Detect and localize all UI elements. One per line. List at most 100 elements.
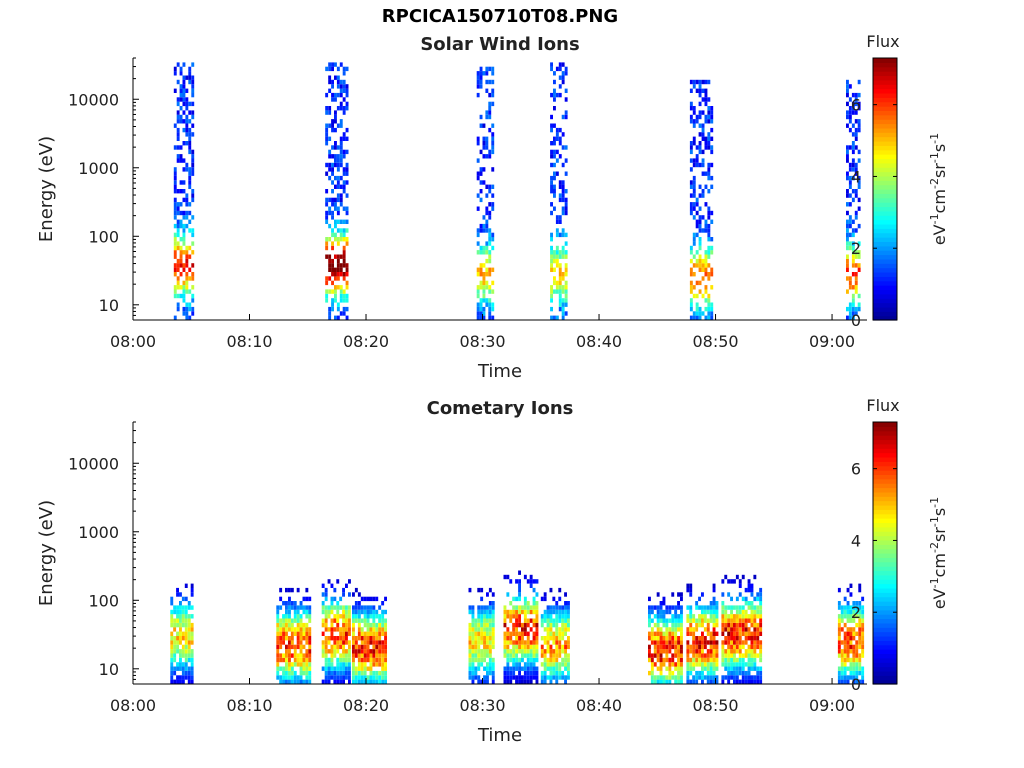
heatmap-cell [375, 627, 379, 632]
heatmap-cell [846, 306, 849, 312]
heatmap-cell [698, 653, 701, 658]
heatmap-cell [182, 127, 186, 133]
heatmap-cell [851, 302, 855, 307]
heatmap-cell [662, 609, 666, 615]
heatmap-cell [477, 666, 481, 671]
heatmap-cell [366, 644, 370, 650]
heatmap-cell [512, 631, 516, 636]
heatmap-cell [290, 618, 294, 623]
heatmap-cell [324, 609, 328, 615]
heatmap-cell [553, 162, 556, 168]
heatmap-cell [185, 197, 189, 203]
heatmap-cell [185, 167, 189, 172]
heatmap-cell [471, 662, 475, 667]
heatmap-cell [848, 245, 852, 251]
colorbar-segment [873, 101, 897, 107]
heatmap-cell [363, 670, 367, 676]
heatmap-cell [564, 302, 568, 307]
heatmap-cell [321, 601, 325, 606]
heatmap-cell [707, 119, 711, 124]
heatmap-cell [689, 245, 693, 251]
heatmap-cell [712, 631, 716, 636]
heatmap-cell [695, 145, 699, 150]
colorbar-segment [873, 127, 897, 133]
heatmap-cell [491, 71, 495, 76]
heatmap-cell [339, 119, 343, 124]
heatmap-cell [345, 662, 348, 667]
heatmap-cell [706, 627, 710, 632]
heatmap-cell [325, 237, 329, 242]
heatmap-cell [555, 675, 559, 680]
heatmap-cell [339, 267, 343, 272]
heatmap-cell [523, 670, 527, 676]
heatmap-cell [692, 202, 696, 207]
heatmap-cell [724, 627, 728, 632]
heatmap-cell [854, 92, 858, 98]
heatmap-cell [509, 675, 513, 680]
heatmap-cell [173, 649, 177, 654]
colorbar-segment [873, 250, 897, 256]
heatmap-cell [372, 627, 376, 632]
heatmap-cell [366, 622, 370, 628]
heatmap-cell [485, 184, 489, 189]
heatmap-cell [471, 679, 475, 684]
heatmap-cell [285, 666, 288, 671]
heatmap-cell [342, 154, 346, 159]
heatmap-cell [674, 627, 678, 632]
heatmap-cell [288, 622, 291, 628]
heatmap-cell [861, 670, 865, 676]
heatmap-cell [724, 653, 728, 658]
heatmap-cell [750, 622, 754, 628]
heatmap-cell [735, 662, 739, 667]
heatmap-cell [369, 653, 373, 658]
heatmap-cell [523, 614, 527, 619]
heatmap-cell [715, 614, 719, 619]
heatmap-cell [486, 662, 489, 667]
heatmap-cell [759, 596, 763, 602]
heatmap-cell [848, 110, 852, 115]
y-tick-label: 10 [99, 296, 119, 315]
heatmap-cell [747, 636, 751, 641]
heatmap-cell [701, 132, 705, 137]
heatmap-cell [483, 675, 486, 680]
heatmap-cell [345, 293, 349, 299]
heatmap-cell [518, 570, 521, 575]
heatmap-cell [523, 640, 527, 645]
heatmap-cell [357, 666, 361, 671]
heatmap-cell [170, 601, 174, 606]
heatmap-cell [491, 79, 495, 85]
heatmap-cell [288, 640, 291, 645]
heatmap-cell [550, 306, 553, 312]
heatmap-cell [190, 662, 194, 667]
heatmap-cell [342, 206, 346, 211]
heatmap-cell [701, 649, 704, 654]
heatmap-cell [188, 149, 192, 155]
colorbar-unit-label: eV-1cm-2sr-1s-1 [928, 133, 949, 245]
heatmap-cell [677, 670, 680, 676]
heatmap-cell [308, 627, 312, 632]
heatmap-cell [704, 298, 708, 303]
heatmap-cell [747, 601, 751, 606]
heatmap-cell [333, 666, 337, 671]
heatmap-cell [381, 649, 385, 654]
heatmap-cell [846, 315, 849, 320]
heatmap-cell [179, 219, 183, 224]
heatmap-cell [336, 605, 340, 610]
heatmap-cell [561, 232, 565, 238]
heatmap-cell [476, 206, 480, 211]
colorbar-tick-label: 6 [851, 96, 861, 115]
heatmap-cell [707, 110, 711, 115]
heatmap-cell [677, 614, 680, 619]
heatmap-cell [701, 662, 704, 667]
heatmap-cell [550, 175, 553, 181]
heatmap-cell [857, 263, 861, 268]
heatmap-cell [279, 653, 283, 658]
heatmap-cell [345, 267, 349, 272]
heatmap-cell [479, 79, 483, 85]
heatmap-cell [535, 657, 539, 663]
heatmap-cell [331, 228, 334, 233]
heatmap-cell [703, 666, 707, 671]
heatmap-cell [187, 679, 191, 684]
heatmap-cell [276, 653, 280, 658]
heatmap-cell [173, 237, 177, 242]
